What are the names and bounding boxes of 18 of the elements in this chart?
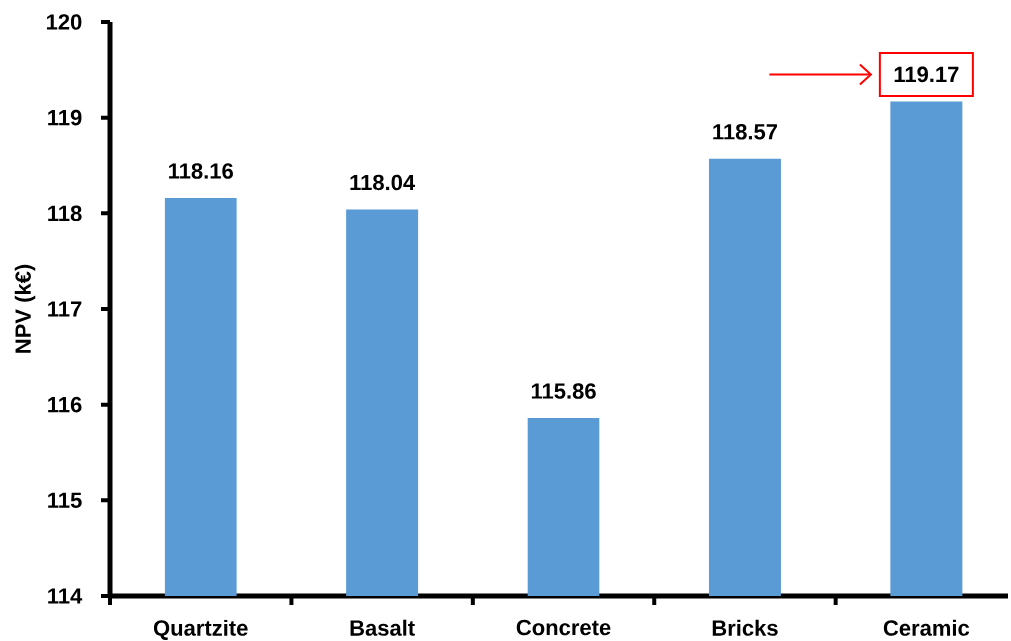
y-tick-label: 114	[48, 588, 83, 604]
x-tick-label: Ceramic	[883, 619, 970, 636]
x-tick-label: Bricks	[712, 619, 778, 636]
data-label: 119.17	[894, 66, 959, 83]
y-tick-label: 117	[48, 301, 82, 317]
y-tick-label: 120	[46, 14, 82, 30]
data-label: 118.16	[169, 163, 233, 179]
y-tick-label: 115	[48, 492, 82, 508]
data-label: 118.04	[350, 174, 416, 191]
y-tick-label: 119	[48, 109, 82, 126]
y-tick-label: 118	[48, 205, 82, 222]
x-tick-label: Basalt	[350, 619, 415, 636]
x-tick-label: Quartzite	[153, 619, 248, 640]
x-tick-label: Concrete	[516, 619, 611, 636]
data-label: 115.86	[531, 383, 596, 399]
y-tick-label: 116	[48, 396, 82, 413]
data-label: 118.57	[713, 123, 778, 140]
y-axis-title: NPV (k€)	[14, 264, 36, 353]
